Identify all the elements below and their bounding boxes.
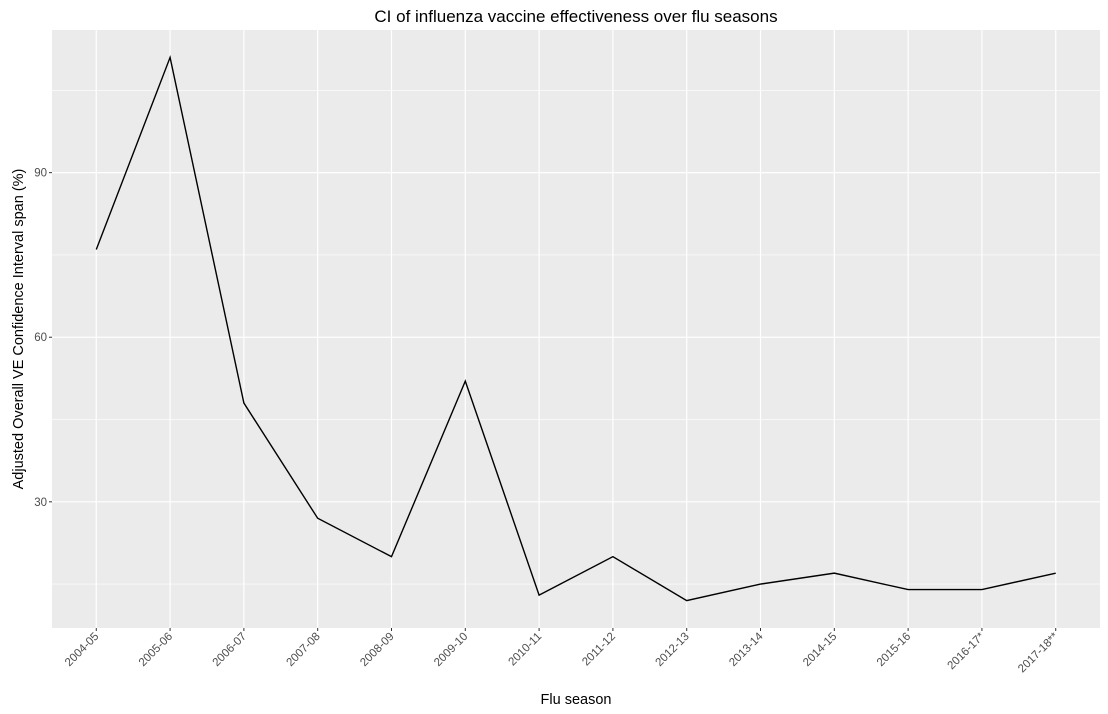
plot-panel	[52, 30, 1100, 628]
x-tick-label: 2009-10	[432, 631, 470, 669]
y-tick-label: 90	[34, 168, 47, 180]
series-line	[95, 54, 1056, 602]
x-tick-label: 2007-08	[284, 631, 322, 669]
x-tick-label: 2006-07	[211, 631, 249, 669]
gridlines	[52, 30, 1100, 628]
data-line	[95, 54, 1056, 602]
x-tick-label: 2017-18**	[1016, 630, 1061, 675]
x-axis-title: Flu season	[541, 692, 612, 708]
x-tick-label: 2016-17*	[946, 630, 988, 672]
x-tick-label: 2010-11	[506, 631, 544, 669]
x-tick-label: 2014-15	[801, 631, 839, 669]
y-axis-title: Adjusted Overall VE Confidence Interval …	[11, 169, 27, 490]
x-tick-label: 2008-09	[358, 631, 396, 669]
y-tick-label: 60	[34, 332, 47, 344]
y-tick-label: 30	[34, 497, 47, 509]
x-tick-label: 2004-05	[63, 631, 101, 669]
chart-title: CI of influenza vaccine effectiveness ov…	[374, 7, 777, 26]
x-tick-label: 2005-06	[137, 631, 175, 669]
x-tick-label: 2015-16	[875, 631, 913, 669]
x-tick-label: 2013-14	[727, 630, 766, 669]
x-tick-label: 2011-12	[580, 631, 618, 669]
x-tick-label: 2012-13	[653, 631, 691, 669]
